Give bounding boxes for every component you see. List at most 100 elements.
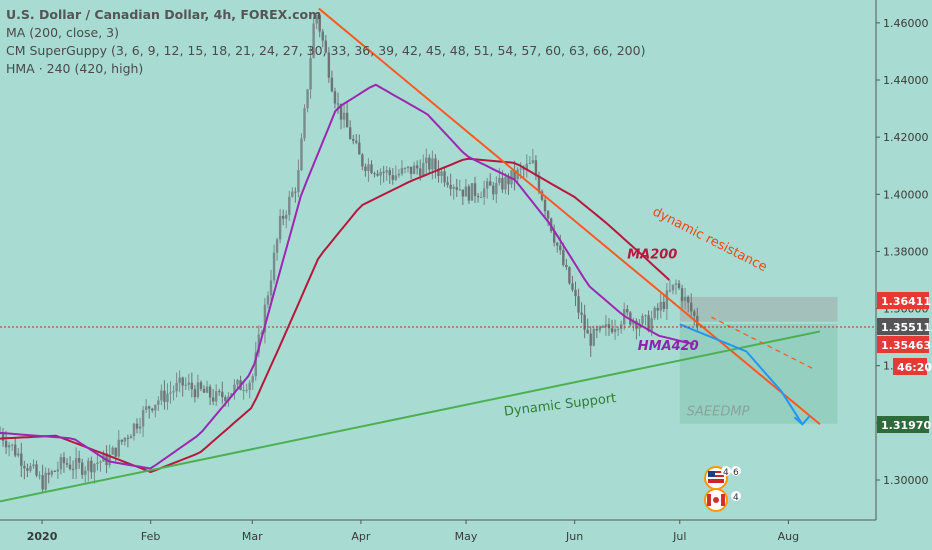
candle-body [653,307,656,319]
candle-body [671,284,675,291]
y-tick-label: 1.44000 [883,74,929,87]
candle-body [211,397,215,402]
svg-text:1.35463: 1.35463 [881,339,931,352]
candle-body [221,391,224,398]
svg-text:6: 6 [733,468,739,478]
x-tick-label: May [455,530,478,543]
candle-body [96,462,99,464]
candle-body [68,464,72,470]
price-tag-ma: 1.35463 [877,336,931,353]
chart-title: U.S. Dollar / Canadian Dollar, 4h, FOREX… [6,7,322,22]
candle-body [385,170,388,173]
candle-body [160,390,163,401]
candle-body [114,447,117,457]
candle-body [665,290,669,309]
candle-body [559,245,562,251]
zone-resistance [679,296,838,322]
y-tick-label: 1.30000 [883,474,929,487]
candle-body [172,391,175,393]
candle-body [218,391,221,393]
candle-body [224,397,227,402]
candle-body [141,409,145,427]
legend-hma[interactable]: HMA · 240 (420, high) [6,61,144,76]
candle-body [525,163,528,170]
candle-body [635,320,638,329]
candle-body [565,265,568,268]
candle-body [610,328,614,333]
svg-text:4: 4 [733,493,739,503]
candle-body [537,175,541,192]
candle-body [528,162,532,164]
candle-body [7,445,11,448]
time-axis[interactable] [0,520,932,550]
candle-body [476,195,480,198]
candle-body [415,165,419,169]
candle-body [275,239,279,253]
candle-body [257,334,261,353]
candle-body [318,15,321,32]
candle-body [29,466,32,471]
candle-body [117,439,120,457]
legend-ma[interactable]: MA (200, close, 3) [6,25,119,40]
svg-text:1.35511: 1.35511 [881,321,931,334]
candle-body [388,170,391,176]
candle-body [123,437,127,442]
candle-body [589,333,592,346]
candle-body [513,170,516,180]
y-tick-label: 1.42000 [883,131,929,144]
candle-body [370,164,373,174]
candle-body [638,323,641,329]
candle-body [577,296,580,313]
candle-body [199,382,203,389]
trendline-support [0,330,821,503]
candle-body [656,307,659,311]
candle-body [17,453,20,456]
candle-body [315,15,318,24]
candle-body [47,472,50,475]
candle-body [677,283,681,289]
candle-body [674,283,678,285]
candle-body [281,215,285,219]
candle-body [616,328,620,330]
candle-body [604,324,608,327]
candle-body [601,326,605,328]
candle-body [522,168,525,170]
price-axis[interactable] [876,0,932,520]
candle-body [626,309,629,313]
candle-body [598,326,602,331]
candle-body [190,382,194,390]
candle-body [543,199,547,212]
candle-body [10,444,14,446]
candle-body [151,408,154,411]
candle-body [613,329,617,333]
candle-body [4,440,8,448]
candle-body [583,314,586,330]
ca-event-flag-icon[interactable] [704,488,728,512]
x-tick-label: Mar [242,530,263,543]
candle-body [571,283,574,290]
candle-body [482,188,486,198]
candle-body [662,301,666,309]
candle-body [181,377,184,386]
candle-body [467,186,471,201]
candle-body [562,250,565,266]
candle-body [342,112,346,120]
candle-body [84,470,87,475]
candle-body [412,165,416,174]
candle-body [93,463,96,473]
candle-body [157,400,160,405]
candle-body [330,77,334,92]
candle-body [641,315,644,324]
candle-body [288,196,291,215]
candle-body [23,465,26,469]
candle-body [65,463,69,465]
trendlines[interactable] [0,7,821,503]
candle-body [607,324,611,329]
y-tick-label: 1.46000 [883,17,929,30]
candle-body [266,295,270,305]
candle-body [659,301,662,311]
legend-superguppy[interactable]: CM SuperGuppy (3, 6, 9, 12, 15, 18, 21, … [6,43,646,58]
candle-body [175,382,178,392]
candle-body [20,453,23,466]
